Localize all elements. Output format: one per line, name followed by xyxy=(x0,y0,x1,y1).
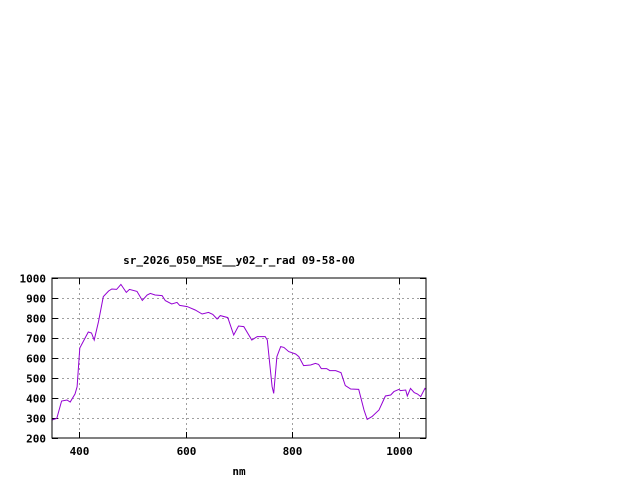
series-line xyxy=(51,283,427,421)
y-tick-label: 400 xyxy=(26,393,46,406)
y-tick-label: 900 xyxy=(26,293,46,306)
chart-title: sr_2026_050_MSE__y02_r_rad 09-58-00 xyxy=(123,254,355,267)
x-tick-label: 800 xyxy=(283,445,303,458)
x-tick-label: 600 xyxy=(177,445,197,458)
y-tick-label: 1000 xyxy=(20,273,47,286)
y-tick-label: 800 xyxy=(26,313,46,326)
y-tick-label: 300 xyxy=(26,413,46,426)
y-tick-label: 200 xyxy=(26,433,46,446)
y-axis: 200 300 400 500 600 700 800 900 1000 xyxy=(20,273,426,446)
y-tick-label: 700 xyxy=(26,333,46,346)
y-tick-label: 600 xyxy=(26,353,46,366)
x-axis: 400 600 800 1000 xyxy=(70,278,413,458)
x-tick-label: 1000 xyxy=(386,445,413,458)
y-tick-label: 500 xyxy=(26,373,46,386)
x-axis-label: nm xyxy=(232,465,246,478)
grid xyxy=(52,278,426,438)
x-tick-label: 400 xyxy=(70,445,90,458)
plot-frame xyxy=(51,277,427,439)
